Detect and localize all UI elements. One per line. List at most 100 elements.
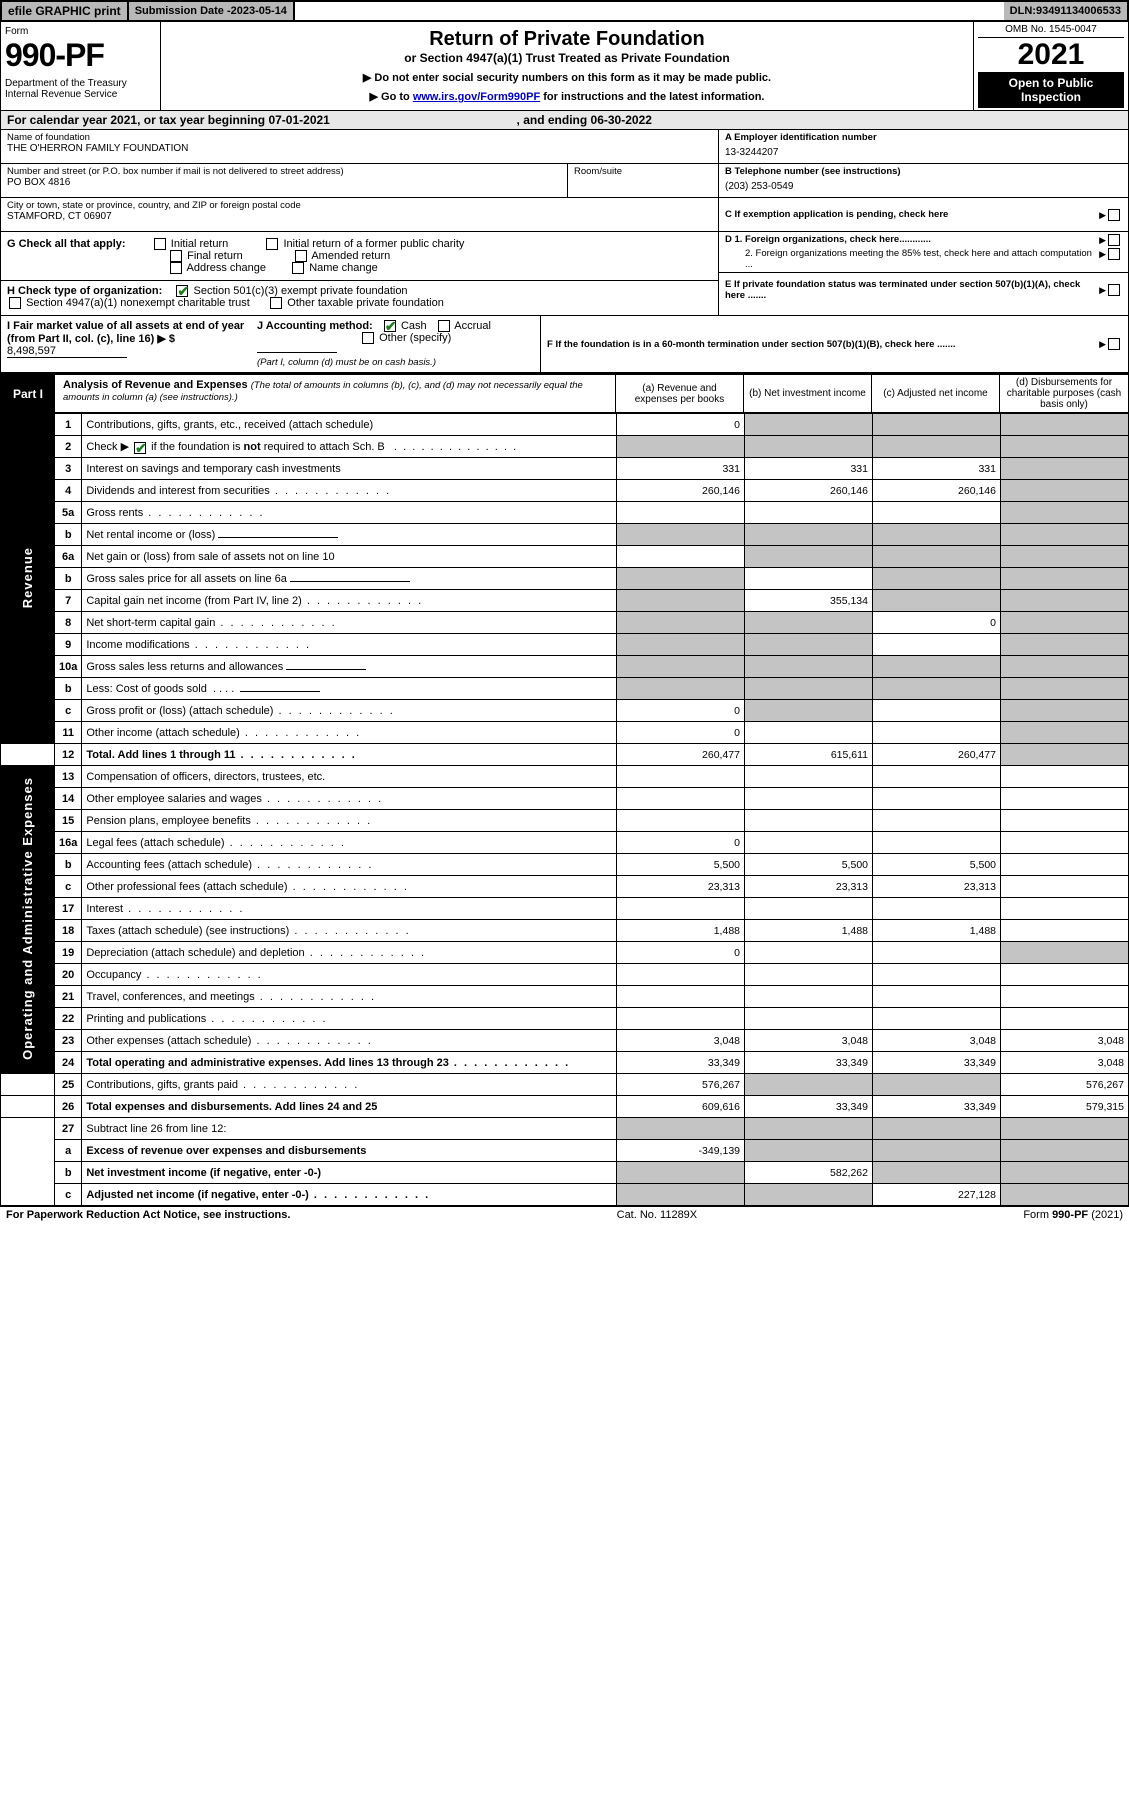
line-num: 1 [55,414,82,436]
line-desc: Total operating and administrative expen… [82,1052,617,1074]
line-desc: Compensation of officers, directors, tru… [82,766,617,788]
e-cell: E If private foundation status was termi… [719,273,1128,307]
val-b: 331 [745,458,873,480]
val-a: 1,488 [617,920,745,942]
ein-value: 13-3244207 [725,143,1122,158]
val-a: 23,313 [617,876,745,898]
table-row: 18Taxes (attach schedule) (see instructi… [1,920,1129,942]
val-d: 3,048 [1001,1052,1129,1074]
val-c: 23,313 [873,876,1001,898]
line-num: 26 [55,1096,82,1118]
ijf-row: I Fair market value of all assets at end… [0,316,1129,373]
chk-initial-former[interactable] [266,238,278,250]
part1-title: Analysis of Revenue and Expenses [63,379,248,391]
line-desc: Net rental income or (loss) [82,524,617,546]
city-label: City or town, state or province, country… [7,200,712,211]
subdate-label: Submission Date - [135,5,231,17]
c-label: C If exemption application is pending, c… [725,209,1099,220]
omb-number: OMB No. 1545-0047 [978,24,1124,38]
val-c: 33,349 [873,1096,1001,1118]
dln: DLN: 93491134006533 [1004,2,1127,20]
j-label: J Accounting method: [257,320,373,332]
val-a: 576,267 [617,1074,745,1096]
j-o1: Cash [401,320,427,332]
form-note-2: ▶ Go to www.irs.gov/Form990PF for instru… [171,90,963,103]
val-c: 0 [873,612,1001,634]
val-d: 579,315 [1001,1096,1129,1118]
val-b [745,546,873,568]
chk-final-return[interactable] [170,250,182,262]
table-row: 2 Check ▶ if the foundation is not requi… [1,436,1129,458]
g-checks: G Check all that apply: Initial return I… [1,232,718,281]
val-d [1001,568,1129,590]
h-o2: Section 4947(a)(1) nonexempt charitable … [26,297,250,309]
val-a [617,590,745,612]
chk-e[interactable] [1108,284,1120,296]
line-desc: Net investment income (if negative, ente… [82,1162,617,1184]
val-d [1001,744,1129,766]
line-desc: Interest on savings and temporary cash i… [82,458,617,480]
val-b: 260,146 [745,480,873,502]
line-desc: Gross sales less returns and allowances [82,656,617,678]
chk-schB[interactable] [134,442,146,454]
chk-d1[interactable] [1108,234,1120,246]
line-desc: Check ▶ if the foundation is not require… [82,436,617,458]
line-num: 23 [55,1030,82,1052]
j-block: J Accounting method: Cash Accrual Other … [247,320,534,368]
chk-amended-return[interactable] [295,250,307,262]
footer: For Paperwork Reduction Act Notice, see … [0,1206,1129,1223]
chk-c[interactable] [1108,209,1120,221]
val-b: 33,349 [745,1096,873,1118]
val-d [1001,436,1129,458]
form-label: Form [5,26,154,37]
val-c [873,414,1001,436]
part1-header: Part I Analysis of Revenue and Expenses … [0,373,1129,413]
cal-text-a: For calendar year 2021, or tax year begi… [7,113,268,127]
val-b [745,436,873,458]
chk-501c3[interactable] [176,285,188,297]
arrow-icon [1099,338,1106,350]
line-desc: Accounting fees (attach schedule) [82,854,617,876]
chk-f[interactable] [1108,338,1120,350]
line-desc: Total expenses and disbursements. Add li… [82,1096,617,1118]
line-num: c [55,876,82,898]
line-desc: Less: Cost of goods sold . . . . [82,678,617,700]
val-b [745,524,873,546]
table-row: cAdjusted net income (if negative, enter… [1,1184,1129,1206]
val-c [873,656,1001,678]
chk-other-method[interactable] [362,332,374,344]
efile-badge: efile GRAPHIC print [2,2,129,20]
chk-address-change[interactable] [170,262,182,274]
chk-d2[interactable] [1108,248,1120,260]
chk-initial-return[interactable] [154,238,166,250]
name-label: Name of foundation [7,132,712,143]
val-c [873,568,1001,590]
val-d [1001,700,1129,722]
chk-4947a1[interactable] [9,297,21,309]
line-num: b [55,524,82,546]
line-num: 21 [55,986,82,1008]
phone-label: B Telephone number (see instructions) [725,166,1122,177]
chk-name-change[interactable] [292,262,304,274]
val-a: 331 [617,458,745,480]
line-num: 27 [55,1118,82,1140]
line-num: 9 [55,634,82,656]
val-d [1001,612,1129,634]
val-d [1001,678,1129,700]
table-row: 4 Dividends and interest from securities… [1,480,1129,502]
tax-year: 2021 [978,38,1124,72]
instructions-link[interactable]: www.irs.gov/Form990PF [413,91,540,103]
chk-cash[interactable] [384,320,396,332]
c-cell: C If exemption application is pending, c… [719,198,1128,232]
name-cell: Name of foundation THE O'HERRON FAMILY F… [1,130,718,164]
chk-accrual[interactable] [438,320,450,332]
val-a: 33,349 [617,1052,745,1074]
cal-end: 06-30-2022 [591,113,652,127]
line-num: c [55,1184,82,1206]
val-a: 0 [617,722,745,744]
chk-other-taxable[interactable] [270,297,282,309]
val-b [745,700,873,722]
val-b [745,656,873,678]
line-num: 17 [55,898,82,920]
inline-field [240,691,320,692]
